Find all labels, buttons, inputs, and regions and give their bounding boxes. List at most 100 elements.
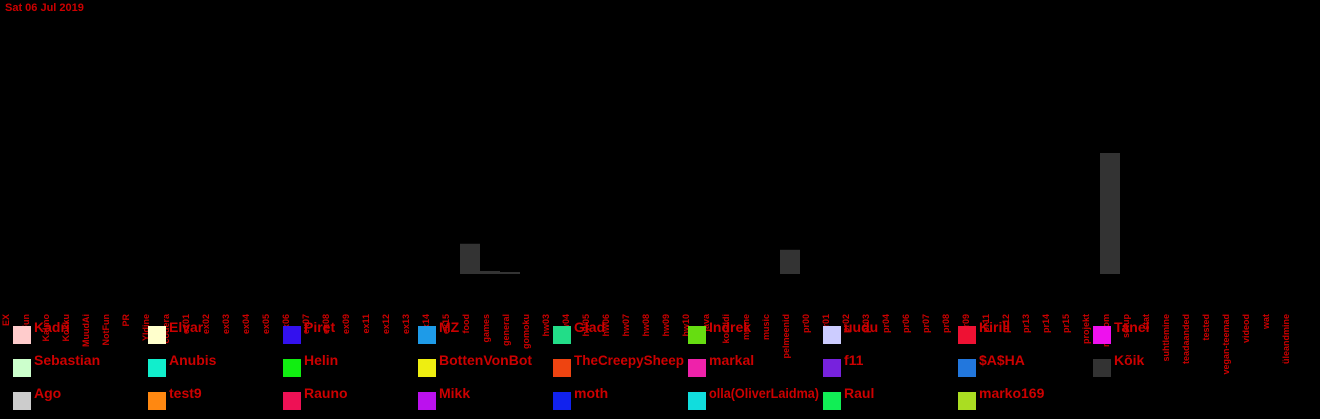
x-tick-label: ex06	[281, 314, 291, 334]
legend-label: Sebastian	[34, 352, 100, 368]
x-tick-label: hw08	[641, 314, 651, 337]
x-tick-label: pr09	[961, 314, 971, 333]
x-tick-label: ex11	[361, 314, 371, 334]
x-tick-label: pr14	[1041, 314, 1051, 333]
x-tick-label: hw10	[681, 314, 691, 337]
legend-label: Ago	[34, 385, 61, 401]
legend-label: f11	[844, 352, 864, 368]
legend-label: TheCreepySheep	[574, 352, 684, 368]
legend-label: Anubis	[169, 352, 217, 368]
legend-label: Rauno	[304, 385, 348, 401]
x-tick-label: Kokku	[61, 314, 71, 342]
bars-group	[460, 153, 1120, 274]
x-tick-label: ex12	[381, 314, 391, 334]
x-tick-label: hw05	[581, 314, 591, 337]
x-tick-label: Fun	[21, 314, 31, 331]
x-tick-label: food	[461, 314, 471, 334]
x-tick-label: pr06	[901, 314, 911, 333]
legend-swatch	[688, 359, 706, 377]
legend-swatch	[823, 359, 841, 377]
legend-label: Kõik	[1114, 352, 1145, 368]
legend-label: Raul	[844, 385, 874, 401]
x-tick-label: pr08	[941, 314, 951, 333]
legend-label: $A$HA	[979, 352, 1025, 368]
legend-label: Kadri	[34, 319, 70, 335]
legend-label: Indrek	[709, 319, 751, 335]
legend-swatch	[418, 392, 436, 410]
legend-label: test9	[169, 385, 202, 401]
legend: Kadri Elvar Piret MZ Glad Indrek uudu Kirill Tan…	[13, 319, 1150, 410]
legend-swatch	[823, 392, 841, 410]
x-tick-label: NotFun	[101, 314, 111, 346]
x-tick-label: üleandmine	[1281, 314, 1291, 364]
legend-swatch	[958, 326, 976, 344]
legend-label: Piret	[304, 319, 335, 335]
x-tick-label: ex02	[201, 314, 211, 334]
legend-swatch	[1093, 326, 1111, 344]
x-tick-label: pr04	[881, 314, 891, 333]
x-tick-label: pr03	[861, 314, 871, 333]
legend-swatch	[418, 326, 436, 344]
x-tick-label: ex08	[321, 314, 331, 334]
x-tick-label: videod	[1241, 314, 1251, 343]
x-tick-label: hw06	[601, 314, 611, 337]
legend-swatch	[553, 326, 571, 344]
x-tick-label: tested	[1201, 314, 1211, 341]
legend-label: marko169	[979, 385, 1045, 401]
legend-label: Elvar	[169, 319, 204, 335]
x-tick-label: gomoku	[521, 314, 531, 349]
legend-swatch	[688, 392, 706, 410]
x-tick-label: EX	[1, 314, 11, 326]
x-tick-label: hw03	[541, 314, 551, 337]
x-tick-label: pr11	[981, 314, 991, 333]
x-tick-label: pr02	[841, 314, 851, 333]
x-tick-label: games	[481, 314, 491, 343]
x-tick-label: ex09	[341, 314, 351, 334]
legend-label: Helin	[304, 352, 338, 368]
x-tick-label: general	[501, 314, 511, 346]
legend-swatch	[283, 392, 301, 410]
x-tick-label: pr00	[801, 314, 811, 333]
legend-swatch	[148, 326, 166, 344]
x-tick-label: stat	[1141, 314, 1151, 330]
x-tick-label: hw09	[661, 314, 671, 337]
x-tick-label: wat	[1261, 314, 1271, 330]
x-tick-label: ex04	[241, 314, 251, 334]
bar-random	[1100, 153, 1120, 274]
legend-swatch	[553, 392, 571, 410]
x-tick-label: ex15	[441, 314, 451, 334]
x-tick-label: teadaanded	[1181, 314, 1191, 364]
legend-label: markal	[709, 352, 754, 368]
legend-swatch	[13, 326, 31, 344]
legend-swatch	[148, 359, 166, 377]
x-tick-label: meme	[741, 314, 751, 340]
x-tick-label: ex05	[261, 314, 271, 334]
x-tick-label: hw04	[561, 314, 571, 337]
bar-pelmeenid	[780, 249, 800, 274]
x-tick-label: pr12	[1001, 314, 1011, 333]
x-tick-label: setup	[1121, 314, 1131, 339]
legend-swatch	[958, 392, 976, 410]
legend-label: BottenVonBot	[439, 352, 532, 368]
x-tick-label: suhtlemine	[1161, 314, 1171, 362]
x-tick-label: pelmeenid	[781, 314, 791, 359]
bar-general	[500, 271, 520, 274]
x-tick-label: MuudAi	[81, 314, 91, 347]
legend-label: olla(OliverLaidma)	[709, 385, 819, 401]
legend-label: Glad	[574, 319, 605, 335]
x-tick-label: koraldi	[721, 314, 731, 344]
legend-label: Tanel	[1114, 319, 1150, 335]
legend-label: uudu	[844, 319, 878, 335]
legend-swatch	[958, 359, 976, 377]
x-tick-label: Kalmo	[41, 314, 51, 342]
x-tick-label: pr01	[821, 314, 831, 333]
legend-swatch	[1093, 359, 1111, 377]
x-tick-label: ex03	[221, 314, 231, 334]
x-tick-label: ex13	[401, 314, 411, 334]
x-tick-label: pr13	[1021, 314, 1031, 333]
x-tick-label: ex07	[301, 314, 311, 334]
x-tick-label: ex01	[181, 314, 191, 334]
x-tick-label: hw07	[621, 314, 631, 337]
legend-label: MZ	[439, 319, 460, 335]
